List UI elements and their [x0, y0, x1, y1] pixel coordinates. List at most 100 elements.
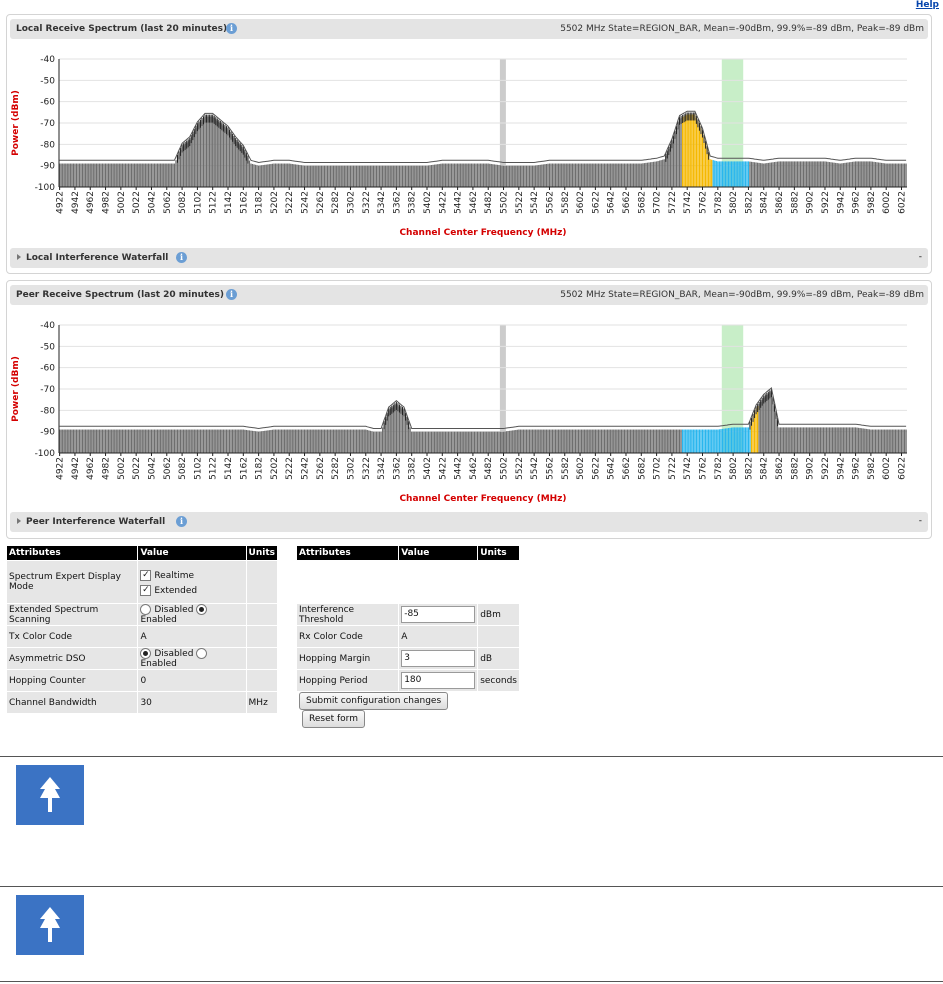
spectrum-bar — [430, 431, 433, 453]
spectrum-bar — [887, 429, 889, 453]
spectrum-bar — [717, 429, 719, 453]
spectrum-bar — [778, 427, 780, 453]
dso-enabled-radio[interactable] — [196, 648, 208, 659]
x-tick-label: 5962 — [852, 191, 862, 214]
spectrum-bar — [257, 165, 260, 187]
spectrum-bar — [78, 429, 81, 453]
spectrum-bar — [798, 161, 800, 187]
spectrum-bar — [388, 165, 390, 187]
ess-disabled-radio[interactable] — [140, 604, 152, 615]
spectrum-bar — [493, 164, 495, 187]
ess-enabled-radio[interactable] — [196, 604, 208, 615]
spectrum-bar — [129, 163, 131, 187]
spectrum-bar — [156, 429, 159, 453]
spectrum-bar — [864, 428, 866, 453]
spectrum-bar — [640, 163, 642, 187]
dso-disabled-radio[interactable] — [140, 648, 152, 659]
help-link[interactable]: Help — [915, 0, 939, 10]
spectrum-bar — [242, 429, 244, 453]
spectrum-bar — [807, 427, 809, 453]
local-waterfall-toggle[interactable]: Local Interference Waterfall i - — [10, 248, 928, 268]
spectrum-bar — [507, 431, 509, 453]
spectrum-bar — [879, 429, 881, 453]
spectrum-bar — [533, 429, 535, 453]
spectrum-bar — [793, 161, 795, 187]
spectrum-bar — [695, 117, 698, 187]
spectrum-bar — [524, 429, 526, 453]
spectrum-bar — [141, 429, 143, 453]
spectrum-bar — [437, 164, 439, 187]
hopping-period-units: seconds — [477, 669, 520, 692]
info-icon[interactable]: i — [226, 289, 237, 300]
spectrum-bar — [166, 429, 168, 453]
info-icon[interactable]: i — [176, 516, 187, 527]
reset-form-button[interactable]: Reset form — [302, 710, 365, 728]
spectrum-bar — [112, 163, 114, 187]
spectrum-bar — [259, 431, 261, 453]
spectrum-bar — [570, 163, 572, 187]
spectrum-bar — [219, 123, 221, 187]
spectrum-bar — [167, 163, 169, 187]
spectrum-bar — [732, 161, 734, 187]
spectrum-bar — [637, 163, 639, 187]
spectrum-bar — [377, 431, 379, 453]
spectrum-bar — [858, 427, 860, 453]
spectrum-bar — [867, 429, 869, 453]
spectrum-bar — [337, 429, 339, 453]
spectrum-bar — [293, 164, 295, 187]
spectrum-bar — [189, 140, 191, 187]
spectrum-bar — [192, 429, 194, 453]
peer-waterfall-toggle[interactable]: Peer Interference Waterfall i - — [10, 512, 928, 532]
spectrum-bar — [789, 427, 791, 453]
interference-threshold-input[interactable]: -85 — [401, 606, 476, 623]
spectrum-bar — [558, 429, 560, 453]
spectrum-bar — [106, 429, 108, 453]
local-spectrum-panel: Local Receive Spectrum (last 20 minutes)… — [6, 14, 932, 274]
spectrum-bar — [89, 163, 91, 187]
spectrum-bar — [723, 161, 725, 187]
spectrum-bar — [277, 163, 280, 187]
spectrum-bar — [264, 430, 266, 453]
spectrum-bar — [193, 131, 195, 187]
spectrum-bar — [825, 161, 828, 187]
spectrum-bar — [830, 162, 832, 187]
spectrum-bar — [622, 429, 624, 453]
spectrum-bar — [729, 427, 731, 453]
spectrum-bar — [421, 165, 424, 187]
spectrum-bar — [254, 431, 257, 453]
spectrum-bar — [274, 163, 277, 187]
spectrum-bar — [98, 429, 101, 453]
spectrum-bar — [695, 429, 698, 453]
spectrum-bar — [795, 427, 797, 453]
spectrum-bar — [802, 161, 805, 187]
info-icon[interactable]: i — [226, 23, 237, 34]
x-tick-label: 5342 — [377, 457, 387, 480]
spectrum-bar — [490, 163, 492, 187]
spectrum-bar — [137, 429, 139, 453]
info-icon[interactable]: i — [176, 252, 187, 263]
spectrum-bar — [551, 163, 554, 187]
realtime-checkbox[interactable]: ✓ — [140, 570, 152, 581]
submit-configuration-button[interactable]: Submit configuration changes — [299, 692, 449, 710]
x-tick-label: 5222 — [285, 191, 295, 214]
spectrum-bar — [386, 165, 388, 187]
spectrum-bar — [839, 163, 841, 187]
spectrum-bar — [697, 429, 699, 453]
extended-checkbox[interactable]: ✓ — [140, 585, 152, 596]
spectrum-bar — [245, 154, 247, 187]
note-icon — [16, 765, 84, 825]
hopping-period-input[interactable]: 180 — [401, 672, 476, 689]
hopping-margin-input[interactable]: 3 — [401, 650, 476, 667]
spectrum-bar — [404, 165, 407, 187]
spectrum-bar — [124, 163, 127, 187]
spectrum-bar — [444, 163, 446, 187]
spectrum-bar — [328, 429, 330, 453]
spectrum-bar — [882, 429, 884, 453]
spectrum-bar — [352, 429, 355, 453]
x-tick-label: 6002 — [882, 191, 892, 214]
spectrum-bar — [804, 427, 806, 453]
spectrum-bar — [204, 429, 206, 453]
spectrum-bar — [626, 163, 629, 187]
spectrum-bar — [903, 163, 906, 187]
spectrum-bar — [201, 429, 203, 453]
